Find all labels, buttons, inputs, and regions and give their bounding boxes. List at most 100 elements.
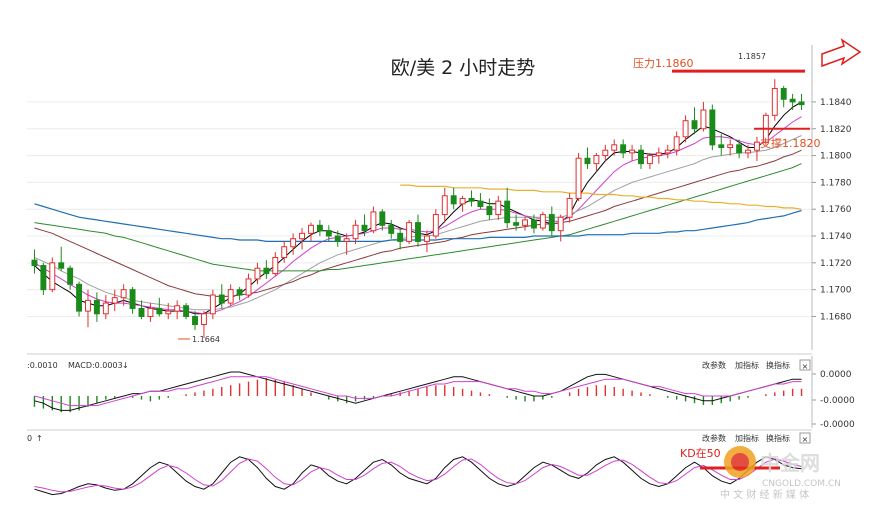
macd-swap-indicator-button[interactable]: 换指标	[766, 360, 790, 370]
candle-body	[200, 313, 207, 326]
kd-swap-indicator-button[interactable]: 换指标	[766, 433, 790, 443]
candle-body	[745, 149, 751, 154]
candle-body	[477, 200, 484, 208]
macd-tick-label: -0.0000	[820, 396, 855, 406]
candle-body	[522, 219, 528, 226]
chart-title: 欧/美 2 小时走势	[391, 57, 536, 79]
candlestick	[468, 190, 475, 207]
price-tick-label: 1.1800	[820, 152, 852, 162]
candle-body	[575, 157, 582, 199]
candle-body	[343, 238, 350, 242]
candle-body	[432, 214, 439, 237]
close-icon: ×	[802, 435, 809, 444]
candle-body	[548, 214, 555, 232]
candlestick	[120, 284, 127, 306]
kd-close-button[interactable]	[799, 432, 811, 444]
candle-body	[245, 278, 252, 296]
candle-body	[450, 195, 457, 205]
candle-body	[459, 197, 466, 205]
macd-params-button[interactable]: 改参数	[702, 360, 726, 370]
kd-params-button[interactable]: 改参数	[702, 433, 726, 443]
low-price-label: 1.1664	[192, 335, 220, 344]
candlestick	[486, 198, 493, 220]
macd-close-button[interactable]	[799, 359, 811, 371]
candle-body	[138, 307, 145, 317]
candle-body	[120, 289, 127, 299]
candlestick	[236, 286, 243, 301]
candlestick	[584, 147, 591, 169]
candle-body	[308, 224, 314, 234]
candle-body	[727, 144, 734, 149]
candle-body	[379, 211, 386, 226]
candlestick	[76, 281, 83, 317]
candlestick	[718, 134, 725, 156]
kd-toolbar: 改参数 加指标 换指标 ×	[702, 432, 811, 444]
price-tick-label: 1.1720	[820, 259, 852, 269]
candlestick	[602, 144, 609, 161]
candle-body	[423, 235, 430, 242]
candle-body	[691, 120, 698, 130]
candle-body	[102, 302, 109, 315]
candle-body	[602, 149, 609, 157]
candle-body	[531, 219, 537, 229]
candlestick	[727, 139, 734, 156]
candlestick	[299, 227, 305, 250]
candlestick	[263, 260, 270, 279]
candle-body	[718, 144, 725, 149]
price-tick-label: 1.1840	[820, 98, 852, 108]
candlestick	[352, 219, 359, 245]
candlestick	[557, 214, 564, 242]
macd-tick-label: -0.0000	[820, 420, 855, 430]
candle-body	[513, 222, 520, 226]
candlestick	[343, 233, 350, 255]
kd-arrow-icon: ↑	[36, 434, 43, 443]
candlestick	[423, 230, 430, 253]
candle-body	[370, 211, 377, 232]
kd-k-line	[34, 456, 802, 496]
macd-lines	[34, 371, 802, 411]
candlestick	[655, 147, 662, 164]
candle-body	[156, 307, 163, 315]
candle-body	[93, 299, 100, 315]
candlestick	[254, 262, 261, 285]
candle-body	[468, 197, 475, 202]
macd-prefix: :0.0010	[27, 361, 58, 370]
kd-add-indicator-button[interactable]: 加指标	[735, 433, 759, 443]
kd-d-line	[34, 458, 802, 493]
candlestick	[709, 104, 716, 151]
candlestick	[673, 131, 680, 156]
candle-body	[415, 222, 421, 242]
candlestick	[361, 214, 368, 237]
candlestick	[531, 214, 537, 234]
candlestick	[183, 303, 190, 320]
candle-body	[486, 206, 493, 216]
candlestick	[85, 289, 91, 328]
macd-add-indicator-button[interactable]: 加指标	[735, 360, 759, 370]
candlestick	[102, 295, 109, 320]
candle-body	[504, 200, 511, 224]
candlestick	[192, 311, 198, 330]
candlestick	[566, 193, 573, 223]
candlestick	[513, 214, 520, 231]
candlestick	[593, 152, 600, 172]
candlestick	[736, 139, 743, 159]
candlestick	[218, 284, 225, 309]
price-tick-label: 1.1680	[820, 312, 852, 322]
candle-body	[67, 267, 74, 285]
candlestick	[209, 289, 216, 320]
candle-body	[655, 152, 662, 157]
candlestick	[682, 115, 689, 143]
price-tick-label: 1.1700	[820, 286, 852, 296]
candle-body	[272, 256, 279, 275]
candle-body	[254, 267, 261, 280]
candle-body	[406, 222, 413, 242]
candle-body	[629, 149, 636, 154]
resistance-label: 压力1.1860	[633, 57, 694, 70]
candle-body	[388, 224, 395, 234]
candle-body	[584, 157, 591, 165]
candle-body	[709, 109, 716, 146]
candlestick	[548, 206, 555, 237]
candle-body	[325, 230, 332, 237]
kd-prefix: 0	[27, 434, 32, 443]
candlestick	[67, 265, 74, 290]
